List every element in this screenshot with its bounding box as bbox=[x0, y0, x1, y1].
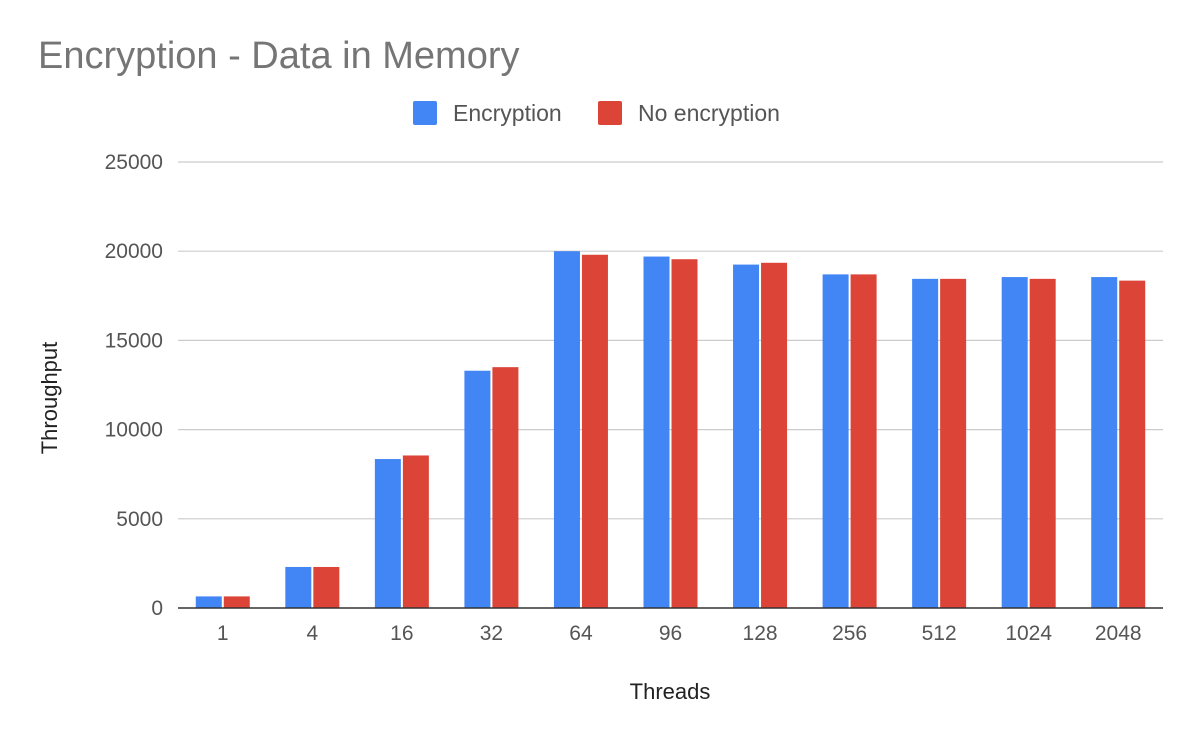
x-tick-label-1024: 1024 bbox=[1005, 622, 1052, 645]
y-tick-label-10000: 10000 bbox=[105, 419, 163, 442]
bar-no-encryption-4 bbox=[313, 566, 340, 608]
legend-label-encryption: Encryption bbox=[453, 100, 562, 126]
legend: Encryption No encryption bbox=[413, 100, 780, 126]
x-tick-label-128: 128 bbox=[743, 622, 778, 645]
y-axis-tick-labels: 0 5000 10000 15000 20000 25000 bbox=[105, 151, 163, 620]
bar-no-encryption-1 bbox=[223, 596, 250, 608]
bar-no-encryption-96 bbox=[671, 259, 698, 608]
bars bbox=[195, 251, 1146, 608]
x-axis-tick-labels: 1 4 16 32 64 96 128 256 512 1024 2048 bbox=[217, 622, 1142, 645]
bar-no-encryption-32 bbox=[492, 367, 519, 608]
x-tick-label-64: 64 bbox=[569, 622, 593, 645]
bar-no-encryption-128 bbox=[761, 262, 788, 608]
bar-encryption-2048 bbox=[1091, 277, 1118, 608]
bar-encryption-256 bbox=[822, 274, 849, 608]
x-tick-label-96: 96 bbox=[659, 622, 682, 645]
y-tick-label-0: 0 bbox=[151, 597, 163, 620]
gridlines bbox=[178, 161, 1163, 520]
bar-no-encryption-16 bbox=[402, 455, 429, 608]
y-axis-title: Throughput bbox=[37, 342, 62, 455]
bar-no-encryption-512 bbox=[940, 278, 967, 608]
bar-encryption-1024 bbox=[1001, 277, 1028, 608]
legend-label-no-encryption: No encryption bbox=[638, 100, 780, 126]
bar-encryption-96 bbox=[643, 256, 670, 608]
bar-encryption-4 bbox=[285, 566, 312, 608]
legend-swatch-encryption bbox=[413, 101, 437, 125]
bar-no-encryption-64 bbox=[581, 254, 608, 608]
bar-encryption-512 bbox=[912, 278, 939, 608]
y-tick-label-5000: 5000 bbox=[116, 508, 163, 531]
x-tick-label-256: 256 bbox=[832, 622, 867, 645]
bar-encryption-64 bbox=[553, 251, 580, 608]
y-tick-label-20000: 20000 bbox=[105, 240, 163, 263]
bar-no-encryption-1024 bbox=[1029, 278, 1056, 608]
bar-encryption-128 bbox=[733, 264, 760, 608]
x-axis-title: Threads bbox=[630, 679, 711, 704]
y-tick-label-25000: 25000 bbox=[105, 151, 163, 174]
x-tick-label-512: 512 bbox=[922, 622, 957, 645]
y-tick-label-15000: 15000 bbox=[105, 329, 163, 352]
bar-encryption-16 bbox=[374, 459, 401, 608]
bar-no-encryption-2048 bbox=[1119, 280, 1146, 608]
bar-no-encryption-256 bbox=[850, 274, 877, 608]
legend-swatch-no-encryption bbox=[598, 101, 622, 125]
x-tick-label-2048: 2048 bbox=[1095, 622, 1142, 645]
x-tick-label-4: 4 bbox=[306, 622, 318, 645]
bar-encryption-32 bbox=[464, 370, 491, 608]
x-tick-label-16: 16 bbox=[390, 622, 413, 645]
x-tick-label-32: 32 bbox=[480, 622, 503, 645]
x-tick-label-1: 1 bbox=[217, 622, 229, 645]
chart-title: Encryption - Data in Memory bbox=[38, 35, 520, 77]
bar-encryption-1 bbox=[195, 596, 222, 608]
